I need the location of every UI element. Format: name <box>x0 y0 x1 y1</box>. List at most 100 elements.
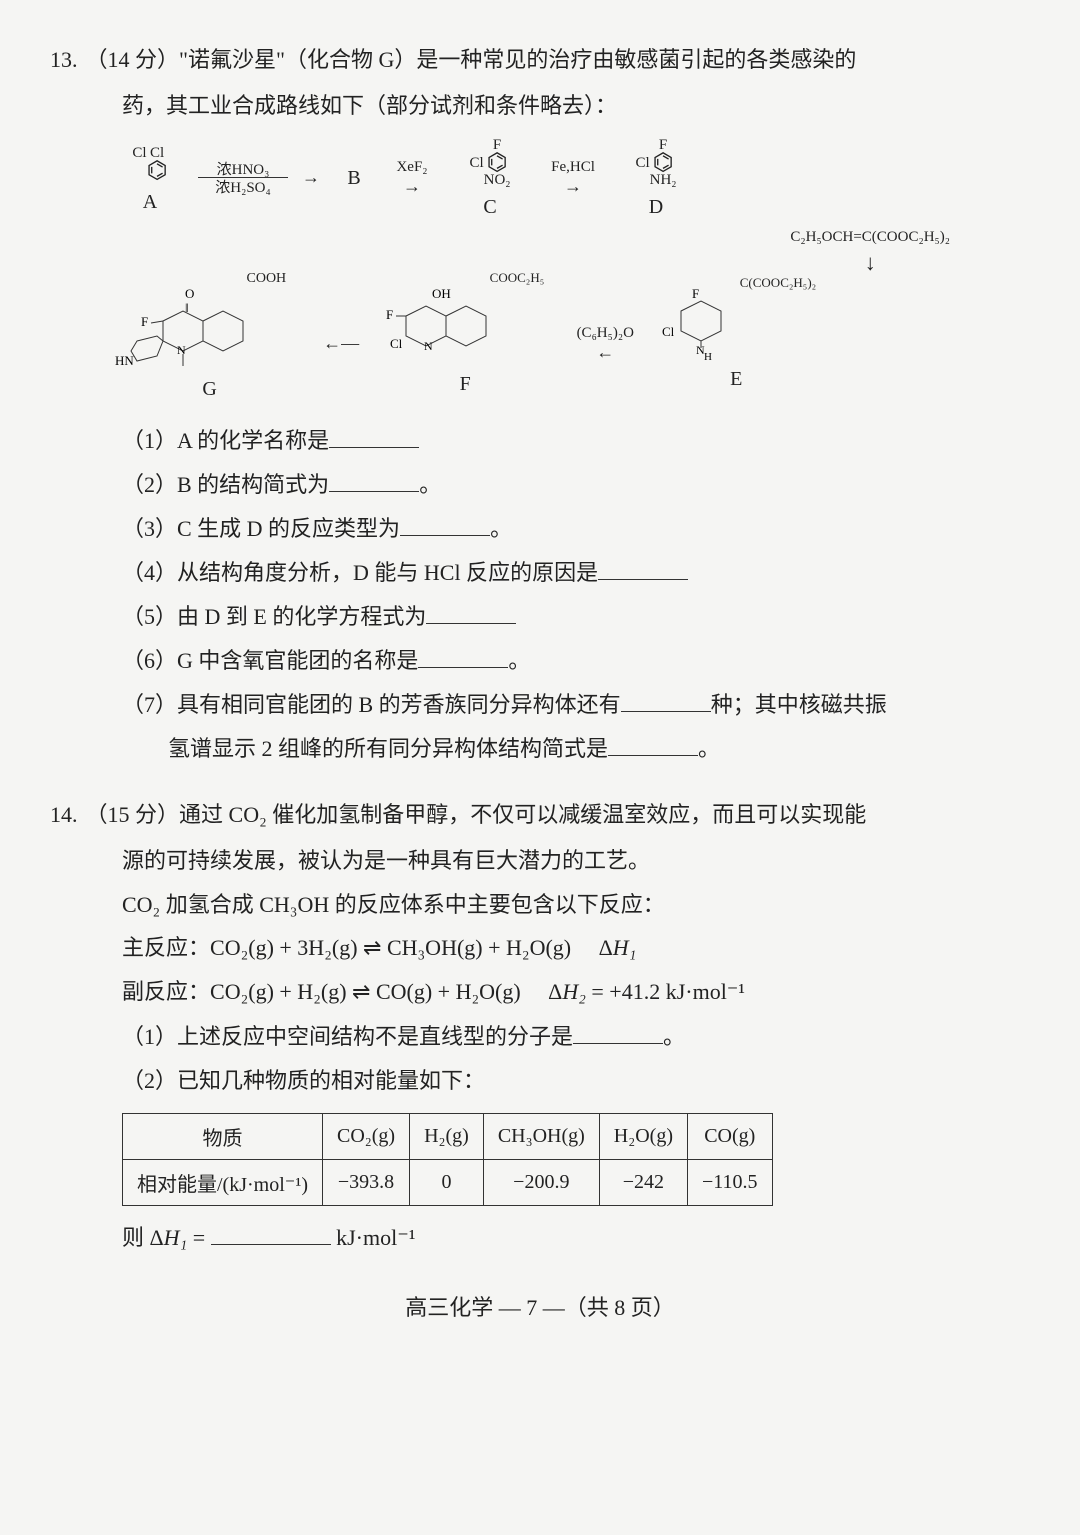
label-B: B <box>347 167 360 189</box>
th-co2: CO₂(g) <box>323 1114 410 1160</box>
reagent-AB-bot: 浓H₂SO₄ <box>198 178 288 199</box>
structure-E-svg: F Cl N H <box>656 286 736 361</box>
E-right: C(COOC₂H₅)₂ <box>740 275 816 290</box>
q13-2-end: 。 <box>419 472 441 497</box>
arrow-icon: → <box>302 165 320 190</box>
page-footer: 高三化学 — 7 —（共 8 页） <box>50 1290 1030 1322</box>
blank <box>418 644 508 668</box>
q14-1: （1）上述反应中空间结构不是直线型的分子是。 <box>122 1015 1030 1059</box>
compound-B: B <box>334 164 374 192</box>
label-E: E <box>653 365 819 393</box>
q13-3: （3）C 生成 D 的反应类型为 。 <box>122 507 1030 551</box>
label-D: D <box>616 193 696 221</box>
q14-header: 14. （15 分）通过 CO₂ 催化加氢制备甲醇，不仅可以减缓温室效应，而且可… <box>50 795 1030 835</box>
q13-3-end: 。 <box>490 516 512 541</box>
blank <box>608 732 698 756</box>
q13-3-text: （3）C 生成 D 的反应类型为 <box>122 516 400 541</box>
q14-title: （15 分）通过 CO₂ 催化加氢制备甲醇，不仅可以减缓温室效应，而且可以实现能 <box>86 795 1031 835</box>
arrow-AB: 浓HNO₃ 浓H₂SO₄ <box>198 160 288 195</box>
blank <box>211 1221 331 1245</box>
compound-C: Cl F ⌬ NO₂ C <box>450 135 530 220</box>
main-label: 主反应： <box>122 935 210 960</box>
blank <box>621 688 711 712</box>
q13-5: （5）由 D 到 E 的化学方程式为 <box>122 595 1030 639</box>
F-right: COOC₂H₅ <box>490 270 545 285</box>
blank <box>329 468 419 492</box>
q14-side-reaction: 副反应：CO₂(g) + H₂(g) ⇌ CO(g) + H₂O(g) ΔH₂ … <box>122 972 1030 1012</box>
q14-1-end: 。 <box>663 1024 685 1049</box>
q13-7a: （7）具有相同官能团的 B 的芳香族同分异构体还有 种；其中核磁共振 <box>122 683 1030 727</box>
q13-1-text: （1）A 的化学名称是 <box>122 428 329 453</box>
q13-2-text: （2）B 的结构简式为 <box>122 472 329 497</box>
compound-D: Cl F ⌬ NH₂ D <box>616 135 696 220</box>
td-label: 相对能量/(kJ·mol⁻¹) <box>123 1160 323 1206</box>
arrow-CD: Fe,HCl → <box>538 157 608 199</box>
side-H: H₂ <box>562 979 586 1004</box>
q13-title-text: "诺氟沙星"（化合物 G）是一种常见的治疗由敏感菌引起的各类感染的 <box>179 47 856 72</box>
svg-text:N: N <box>177 343 186 357</box>
th-h2o: H₂O(g) <box>599 1114 687 1160</box>
q13-1: （1）A 的化学名称是 <box>122 419 1030 463</box>
q13-points: （14 分） <box>86 47 180 72</box>
table-row: 物质 CO₂(g) H₂(g) CH₃OH(g) H₂O(g) CO(g) <box>123 1114 773 1160</box>
svg-text:F: F <box>141 314 148 329</box>
svg-text:HN: HN <box>115 353 134 368</box>
svg-text:Cl: Cl <box>390 336 403 351</box>
conc-h: H₁ <box>164 1225 188 1250</box>
q14-main-reaction: 主反应：CO₂(g) + 3H₂(g) ⇌ CH₃OH(g) + H₂O(g) … <box>122 928 1030 968</box>
conc-a: 则 Δ <box>122 1225 164 1250</box>
main-eq: CO₂(g) + 3H₂(g) ⇌ CH₃OH(g) + H₂O(g) Δ <box>210 935 613 960</box>
diagram-row-1: Cl Cl ⌬ A 浓HNO₃ 浓H₂SO₄ → B <box>110 135 990 220</box>
compound-E: F Cl N H C(COOC₂H₅)₂ E <box>653 284 819 393</box>
arrow-DE: C₂H₅OCH=C(COOC₂H₅)₂ ↓ <box>790 227 950 279</box>
svg-text:F: F <box>692 286 699 301</box>
svg-text:F: F <box>386 307 393 322</box>
q13-7c-end: 。 <box>698 736 720 761</box>
q13-7b-text: 种；其中核磁共振 <box>711 692 887 717</box>
side-val: = +41.2 kJ·mol⁻¹ <box>586 979 745 1004</box>
down-arrow-icon: ↓ <box>865 248 876 279</box>
q14-number: 14. <box>50 795 78 835</box>
svg-text:OH: OH <box>432 286 451 301</box>
svg-text:H: H <box>704 351 712 361</box>
G-cooh: COOH <box>247 271 287 286</box>
structure-G-svg: O ‖ F HN N <box>113 286 263 371</box>
blank <box>426 600 516 624</box>
q14-line3: CO₂ 加氢合成 CH₃OH 的反应体系中主要包含以下反应： <box>122 885 1030 925</box>
C-cl: Cl <box>469 155 483 172</box>
td-co: −110.5 <box>687 1160 772 1206</box>
td-ch3oh: −200.9 <box>483 1160 599 1206</box>
arrow-BC: XeF₂ → <box>382 157 442 199</box>
compound-A: Cl Cl ⌬ A <box>110 139 190 216</box>
q13-number: 13. <box>50 40 78 80</box>
arrow-EF: (C₆H₅)₂O ← <box>565 323 645 365</box>
q13-6: （6）G 中含氧官能团的名称是。 <box>122 639 1030 683</box>
q13-header: 13. （14 分）"诺氟沙星"（化合物 G）是一种常见的治疗由敏感菌引起的各类… <box>50 40 1030 80</box>
q14-title-text: 通过 CO₂ 催化加氢制备甲醇，不仅可以减缓温室效应，而且可以实现能 <box>179 802 866 827</box>
blank <box>573 1020 663 1044</box>
q13-title: （14 分）"诺氟沙星"（化合物 G）是一种常见的治疗由敏感菌引起的各类感染的 <box>86 40 1031 80</box>
th-h2: H₂(g) <box>410 1114 484 1160</box>
q13-4-text: （4）从结构角度分析，D 能与 HCl 反应的原因是 <box>122 560 598 585</box>
table-row: 相对能量/(kJ·mol⁻¹) −393.8 0 −200.9 −242 −11… <box>123 1160 773 1206</box>
q13-6-text: （6）G 中含氧官能团的名称是 <box>122 648 418 673</box>
q13-title-line2: 药，其工业合成路线如下（部分试剂和条件略去）： <box>122 86 1030 126</box>
label-G: G <box>110 375 309 403</box>
side-label: 副反应： <box>122 979 210 1004</box>
q13-7a-text: （7）具有相同官能团的 B 的芳香族同分异构体还有 <box>122 692 621 717</box>
side-eq: CO₂(g) + H₂(g) ⇌ CO(g) + H₂O(g) Δ <box>210 979 562 1004</box>
q13-2: （2）B 的结构简式为 。 <box>122 463 1030 507</box>
q14-line2: 源的可持续发展，被认为是一种具有巨大潜力的工艺。 <box>122 841 1030 881</box>
diagram-row-2: O ‖ F HN N COOH G ←— <box>110 284 990 403</box>
q13-7c: 氢谱显示 2 组峰的所有同分异构体结构简式是。 <box>168 727 1030 771</box>
blank <box>400 512 490 536</box>
label-C: C <box>450 193 530 221</box>
benzene-icon: ⌬ <box>147 158 168 184</box>
svg-text:Cl: Cl <box>662 324 675 339</box>
svg-text:O: O <box>185 286 194 301</box>
arrow-icon: ←— <box>323 331 359 356</box>
conc-unit: kJ·mol⁻¹ <box>331 1225 416 1250</box>
blank <box>329 424 419 448</box>
th-ch3oh: CH₃OH(g) <box>483 1114 599 1160</box>
label-A: A <box>110 188 190 216</box>
